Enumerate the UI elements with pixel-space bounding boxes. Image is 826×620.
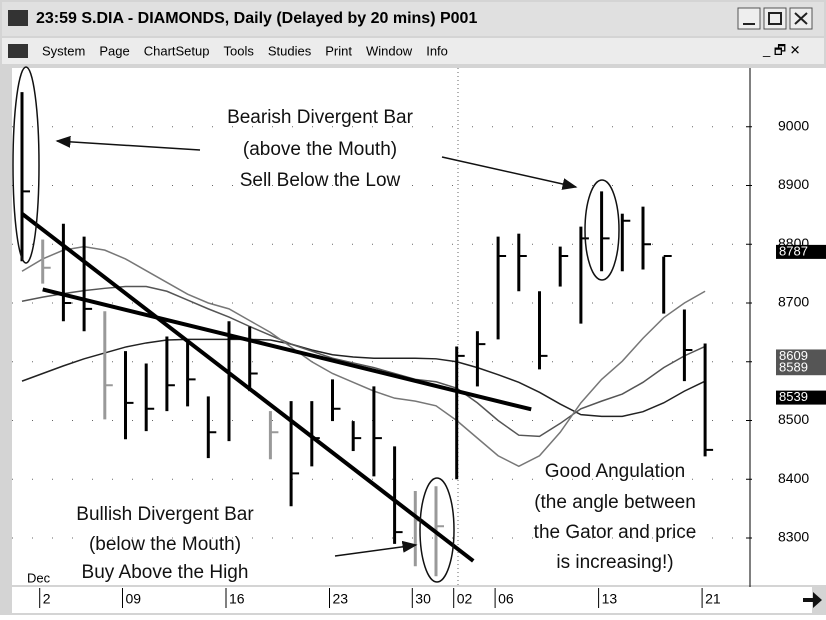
menu-item[interactable]: Window (366, 43, 413, 58)
menu-item[interactable]: Print (325, 43, 352, 58)
menu-item[interactable]: Info (426, 43, 448, 58)
gator-line (21, 338, 706, 418)
y-tick-label: 8900 (778, 176, 809, 192)
price-label-box (776, 361, 826, 376)
scroll-arrow[interactable] (803, 592, 822, 608)
annotation: Sell Below the Low (240, 170, 401, 191)
x-tick-label: 23 (333, 591, 349, 607)
annotation: (the angle between (534, 492, 696, 513)
price-label: 8589 (779, 360, 808, 375)
annotation: Bullish Divergent Bar (76, 504, 254, 525)
x-tick-label: 06 (498, 591, 514, 607)
x-tick-label: 13 (602, 591, 618, 607)
maximize-button[interactable] (763, 7, 787, 30)
title-bar (2, 2, 824, 36)
doc-controls[interactable]: _ 🗗 ✕ (762, 42, 801, 57)
menu-icon (8, 44, 28, 58)
trend-line (20, 212, 475, 563)
gator-line (21, 245, 706, 468)
month-label: Dec (27, 570, 51, 585)
y-tick-label: 8500 (778, 411, 809, 427)
price-label: 8539 (779, 389, 808, 404)
window-controls[interactable] (737, 7, 813, 30)
annotation: (above the Mouth) (243, 139, 397, 160)
annotation: Buy Above the High (82, 562, 249, 583)
gator-line (21, 285, 706, 438)
minimize-button[interactable] (737, 7, 761, 30)
annotation: Good Angulation (545, 461, 686, 482)
y-tick-label: 8400 (778, 470, 809, 486)
x-tick-label: 09 (126, 591, 142, 607)
x-tick-label: 21 (705, 591, 721, 607)
menu-item[interactable]: Tools (223, 43, 254, 58)
menu-bar (2, 38, 824, 64)
window-title: 23:59 S.DIA - DIAMONDS, Daily (Delayed b… (36, 10, 477, 27)
annotation: the Gator and price (534, 522, 697, 543)
annotation: (below the Mouth) (89, 534, 241, 555)
price-label: 8787 (779, 243, 808, 258)
price-label-box (776, 349, 826, 364)
price-axis (750, 68, 826, 585)
menu-item[interactable]: Page (99, 43, 129, 58)
annotation: is increasing!) (556, 552, 673, 573)
menu-item[interactable]: ChartSetup (144, 43, 210, 58)
price-label: 8609 (779, 348, 808, 363)
price-label-box (776, 390, 826, 405)
x-tick-label: 02 (457, 591, 473, 607)
plot-area (12, 68, 750, 585)
price-label-box (776, 244, 826, 259)
menu-item[interactable]: System (42, 43, 85, 58)
annotation-shapes (12, 66, 620, 583)
x-tick-label: 30 (415, 591, 431, 607)
y-tick-label: 8300 (778, 529, 809, 545)
y-tick-label: 9000 (778, 117, 809, 133)
trend-line (42, 287, 532, 412)
x-tick-label: 2 (43, 591, 51, 607)
menu-item[interactable]: Studies (268, 43, 312, 58)
y-tick-label: 8700 (778, 294, 809, 310)
x-tick-label: 16 (229, 591, 245, 607)
annotation: Bearish Divergent Bar (227, 107, 414, 128)
app-icon (8, 10, 28, 26)
